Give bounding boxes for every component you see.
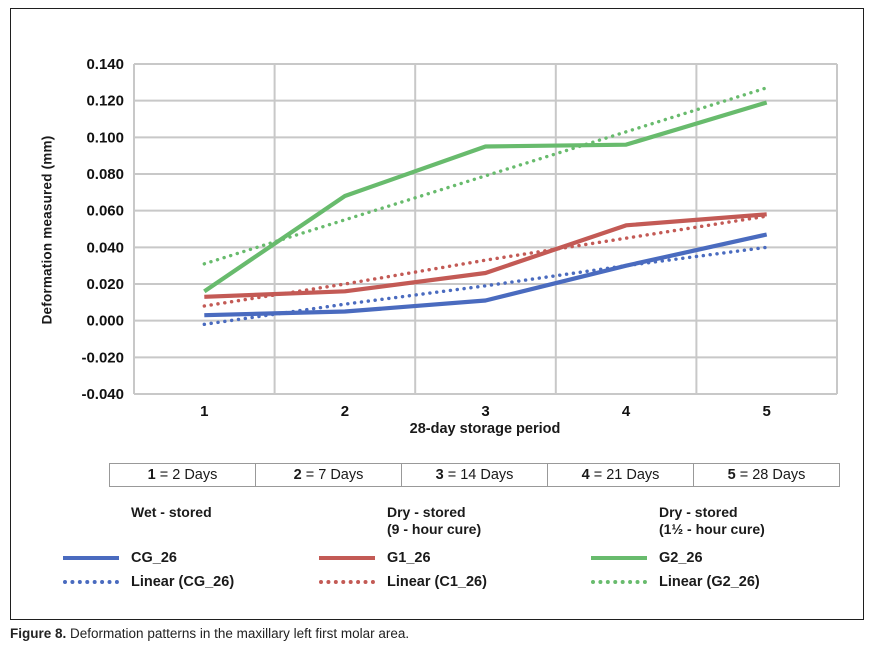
y-tick-label: 0.120: [86, 93, 124, 110]
y-tick-label: -0.020: [81, 349, 124, 366]
x-tick-label: 2: [341, 403, 349, 420]
x-tick-label: 1: [200, 403, 208, 420]
legend-group: Dry - stored (9 - hour cure) G1_26 Linear (…: [319, 504, 579, 590]
legend-item: Linear (G2_26): [591, 574, 851, 590]
figure-caption: Figure 8. Deformation patterns in the ma…: [10, 626, 409, 641]
series-line-linear-cg-26-: [202, 245, 769, 327]
y-tick-label: 0.060: [86, 203, 124, 220]
legend-swatch-dotted-line: [63, 580, 119, 584]
legend-group-header: Dry - stored (9 - hour cure): [387, 504, 482, 537]
period-number: 1: [147, 467, 156, 483]
chart-legend: Wet - stored CG_26 Linear (CG_26) Dry - sto…: [11, 504, 863, 614]
x-tick-label: 3: [481, 403, 489, 420]
y-tick-label: 0.100: [86, 129, 124, 146]
legend-label: Linear (G2_26): [659, 574, 760, 590]
period-table-cell: 3 = 14 Days: [401, 464, 547, 486]
y-tick-label: 0.080: [86, 166, 124, 183]
legend-swatch-solid-line: [63, 556, 119, 560]
legend-group: Dry - stored (1½ - hour cure) G2_26 Linear …: [591, 504, 851, 590]
legend-label: G1_26: [387, 550, 431, 566]
series-line-linear-g2-26-: [202, 86, 769, 266]
y-tick-label: 0.000: [86, 313, 124, 330]
series-line-g1-26: [204, 212, 767, 299]
x-axis-title: 28-day storage period: [409, 421, 561, 437]
period-number: 5: [727, 467, 736, 483]
period-table-cell: 1 = 2 Days: [147, 467, 218, 483]
y-tick-label: 0.040: [86, 239, 124, 256]
period-table-cell: 2 = 7 Days: [255, 464, 401, 486]
figure-caption-label: Figure 8.: [10, 626, 67, 641]
period-number: 2: [293, 467, 302, 483]
legend-group-header: Dry - stored (1½ - hour cure): [659, 504, 765, 537]
x-tick-label: 4: [622, 403, 631, 420]
period-table: 1 = 2 Days 2 = 7 Days 3 = 14 Days 4 = 21 Da…: [109, 463, 840, 487]
legend-label: Linear (CG_26): [131, 574, 235, 590]
y-axis-title: Deformation measured (mm): [39, 135, 55, 325]
series-line-cg-26: [204, 232, 768, 318]
y-tick-label: 0.140: [86, 56, 124, 73]
x-tick-label: 5: [763, 403, 771, 420]
legend-swatch-dotted-line: [591, 580, 647, 584]
legend-group: Wet - stored CG_26 Linear (CG_26): [63, 504, 323, 590]
legend-label: Linear (C1_26): [387, 574, 487, 590]
legend-swatch-solid-line: [591, 556, 647, 560]
legend-label: CG_26: [131, 550, 177, 566]
legend-label: G2_26: [659, 550, 703, 566]
legend-swatch-solid-line: [319, 556, 375, 560]
period-number: 4: [581, 467, 590, 483]
period-table-cell: 5 = 28 Days: [693, 464, 839, 486]
period-number: 3: [435, 467, 444, 483]
legend-group-header: Wet - stored: [131, 504, 212, 520]
series-line-linear-c1-26-: [202, 214, 769, 308]
series-line-g2-26: [203, 100, 768, 294]
legend-item: G2_26: [591, 550, 851, 566]
y-tick-label: 0.020: [86, 276, 124, 293]
legend-item: CG_26: [63, 550, 323, 566]
y-tick-label: -0.040: [81, 386, 124, 403]
figure-panel: 0.140 0.120 0.100 0.080 0.060 0.040 0.020 0.000…: [10, 8, 864, 620]
figure-caption-text: Deformation patterns in the maxillary le…: [70, 626, 410, 641]
legend-item: Linear (C1_26): [319, 574, 579, 590]
legend-item: G1_26: [319, 550, 579, 566]
legend-item: Linear (CG_26): [63, 574, 323, 590]
legend-swatch-dotted-line: [319, 580, 375, 584]
period-table-cell: 4 = 21 Days: [547, 464, 693, 486]
chart-svg: 0.140 0.120 0.100 0.080 0.060 0.040 0.020 0.000…: [81, 56, 838, 420]
